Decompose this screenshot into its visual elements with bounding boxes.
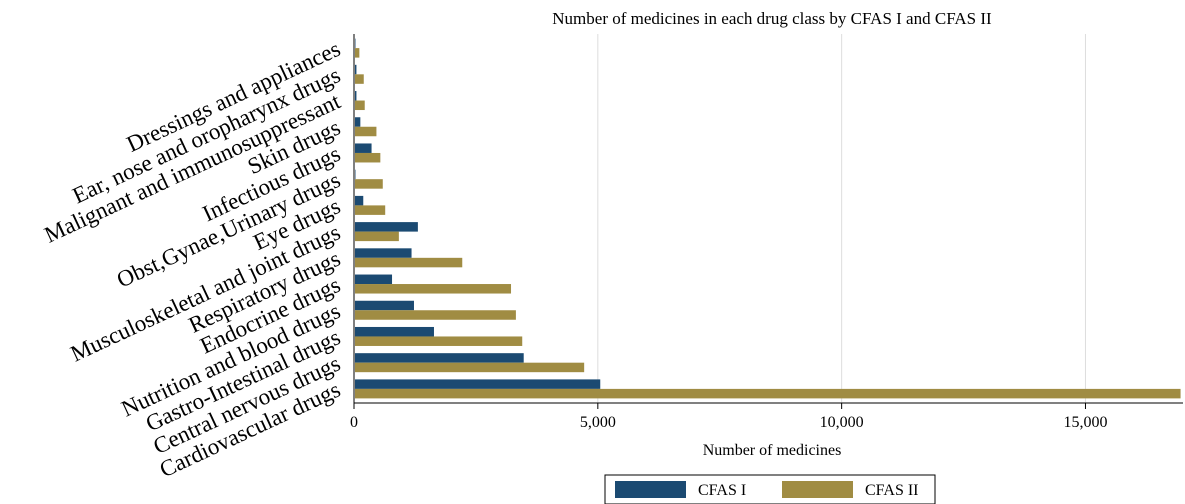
bar-cfas-ii [355, 362, 585, 373]
x-tick-label: 10,000 [820, 414, 864, 431]
x-tick-labels: 0 5,000 10,000 15,000 [350, 414, 1107, 431]
bar-cfas-ii [355, 100, 365, 111]
bar-cfas-i [355, 117, 361, 127]
bar-cfas-ii [355, 388, 1181, 399]
x-axis-title: Number of medicines [703, 442, 842, 459]
bar-cfas-i [355, 274, 393, 285]
bar-cfas-i [355, 353, 524, 363]
axes [353, 34, 1183, 409]
bar-cfas-i [355, 222, 418, 232]
bar-cfas-ii [355, 152, 381, 163]
x-tick-label: 15,000 [1063, 414, 1107, 431]
bar-cfas-i [355, 300, 414, 311]
bar-cfas-ii [355, 310, 516, 320]
bar-cfas-ii [355, 336, 523, 346]
legend: CFAS I CFAS II [604, 474, 936, 504]
legend-swatch-cfas-i [615, 481, 686, 498]
bar-layer [355, 38, 1181, 399]
bar-cfas-ii [355, 205, 386, 215]
chart-title: Number of medicines in each drug class b… [552, 9, 992, 28]
bar-cfas-i [355, 143, 372, 153]
bar-cfas-ii [355, 179, 383, 189]
bar-cfas-i [355, 91, 357, 101]
bar-cfas-i [355, 64, 357, 75]
bar-cfas-ii [355, 257, 463, 268]
bar-cfas-ii [355, 284, 512, 294]
bar-cfas-ii [355, 231, 399, 242]
legend-label-cfas-ii: CFAS II [865, 482, 919, 499]
grid-lines [597, 34, 1086, 403]
bar-cfas-ii [355, 48, 360, 58]
bar-cfas-i [355, 379, 601, 389]
legend-label-cfas-i: CFAS I [698, 482, 746, 499]
bar-cfas-i [355, 248, 412, 258]
x-tick-label: 0 [350, 414, 358, 431]
bar-cfas-ii [355, 126, 377, 137]
bar-cfas-ii [355, 74, 364, 84]
bar-cfas-i [355, 326, 434, 337]
bar-cfas-i [355, 195, 364, 206]
legend-swatch-cfas-ii [782, 481, 853, 498]
x-tick-label: 5,000 [580, 414, 616, 431]
